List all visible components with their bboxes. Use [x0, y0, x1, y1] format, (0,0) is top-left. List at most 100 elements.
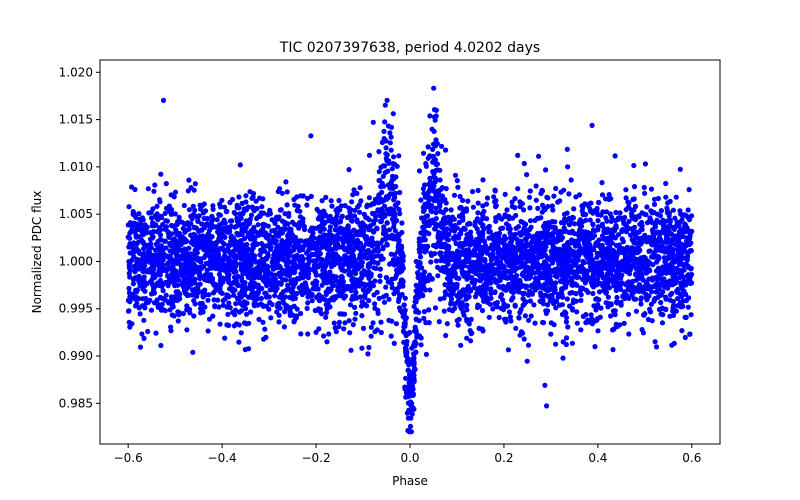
data-point [409, 358, 415, 365]
data-point [620, 226, 626, 233]
data-point [242, 268, 248, 274]
data-point [186, 226, 192, 232]
data-point [238, 308, 245, 314]
data-point [427, 218, 433, 224]
data-point [422, 201, 428, 207]
data-point [352, 316, 358, 322]
data-point [341, 287, 347, 293]
data-point [509, 264, 515, 270]
data-point [633, 240, 639, 246]
data-point [352, 304, 358, 310]
data-point [459, 265, 465, 271]
data-point [469, 279, 475, 285]
data-point [148, 307, 155, 313]
data-point [521, 225, 527, 231]
data-point [134, 301, 140, 307]
data-point [673, 194, 679, 200]
data-point [678, 253, 684, 259]
data-point [232, 307, 239, 313]
data-point [257, 252, 263, 258]
data-point [686, 273, 693, 279]
data-point [599, 192, 606, 198]
data-point [299, 221, 305, 227]
data-point [439, 185, 445, 191]
data-point [305, 255, 311, 261]
data-point [523, 250, 530, 256]
data-point [571, 206, 577, 212]
data-point [193, 249, 199, 255]
data-point [679, 328, 685, 334]
data-point [180, 311, 186, 317]
data-point [347, 302, 354, 308]
data-point [446, 245, 452, 251]
data-point [468, 338, 474, 344]
data-point [160, 288, 166, 294]
data-point [578, 327, 584, 333]
data-point [387, 185, 393, 191]
data-point [163, 245, 169, 251]
data-point [125, 234, 131, 240]
data-point [443, 235, 449, 241]
data-point [327, 224, 333, 230]
data-point [521, 336, 527, 342]
data-point [209, 234, 215, 240]
data-point [431, 114, 438, 120]
data-point [555, 294, 561, 300]
data-point [384, 275, 390, 281]
data-point [598, 305, 604, 311]
data-point [356, 255, 362, 261]
data-point [140, 239, 146, 245]
data-point [389, 166, 395, 172]
data-point [538, 231, 544, 237]
data-point [307, 228, 313, 234]
data-point [359, 313, 365, 319]
data-point [669, 342, 675, 348]
data-point [649, 275, 656, 281]
data-point [563, 270, 569, 276]
data-point [395, 248, 401, 255]
data-point [231, 323, 237, 329]
data-point [606, 192, 612, 198]
data-point [242, 228, 248, 234]
data-point [548, 240, 554, 246]
data-point [448, 227, 454, 233]
data-point [497, 275, 503, 281]
data-point [367, 223, 374, 229]
data-point [337, 279, 343, 285]
data-point [457, 205, 463, 211]
data-point [540, 319, 546, 326]
data-point [264, 283, 270, 289]
data-point [455, 299, 461, 305]
data-point [564, 296, 570, 302]
data-point [133, 287, 139, 293]
data-point [430, 146, 436, 152]
data-point [278, 280, 284, 286]
data-point [383, 284, 389, 290]
data-point [301, 226, 308, 233]
data-point [154, 297, 160, 303]
data-point [555, 238, 561, 244]
data-point [288, 237, 295, 243]
data-point [268, 287, 275, 293]
data-point [351, 255, 357, 261]
data-point [681, 278, 687, 285]
data-point [197, 202, 203, 208]
data-point [194, 257, 200, 263]
data-point [508, 318, 514, 324]
data-point [621, 260, 627, 266]
data-point [168, 248, 174, 254]
data-point [613, 285, 620, 291]
data-point [563, 335, 570, 341]
data-point [238, 215, 244, 221]
data-point [403, 375, 409, 381]
data-point [490, 247, 496, 253]
data-point [387, 192, 393, 198]
data-point [291, 221, 297, 227]
data-point [346, 318, 352, 324]
data-point [282, 219, 288, 226]
data-point [390, 173, 396, 179]
data-point [422, 249, 428, 255]
data-point [294, 306, 300, 312]
data-point [304, 202, 310, 208]
data-point [391, 262, 397, 268]
